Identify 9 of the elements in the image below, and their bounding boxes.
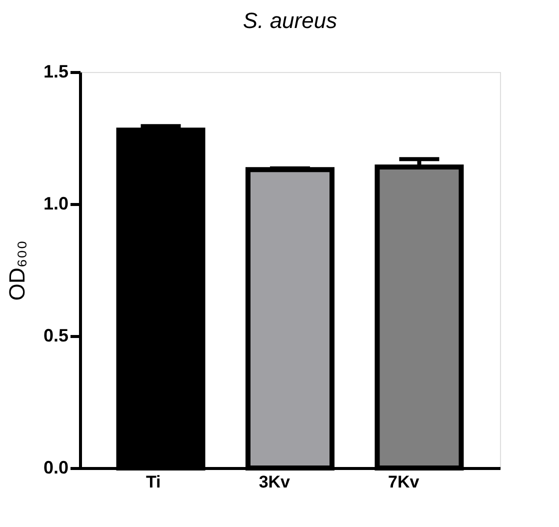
x-tick-label: Ti [146,472,161,492]
x-tick-label: 7Kv [388,472,420,492]
y-tick-label: 0.5 [43,326,68,346]
y-tick-label: 0.0 [43,458,68,478]
y-tick-label: 1.5 [43,62,68,82]
chart-title: S. aureus [242,8,338,33]
y-axis-title: OD₆₀₀ [4,240,30,301]
y-tick-label: 1.0 [43,194,68,214]
x-tick-label: 3Kv [258,472,291,492]
